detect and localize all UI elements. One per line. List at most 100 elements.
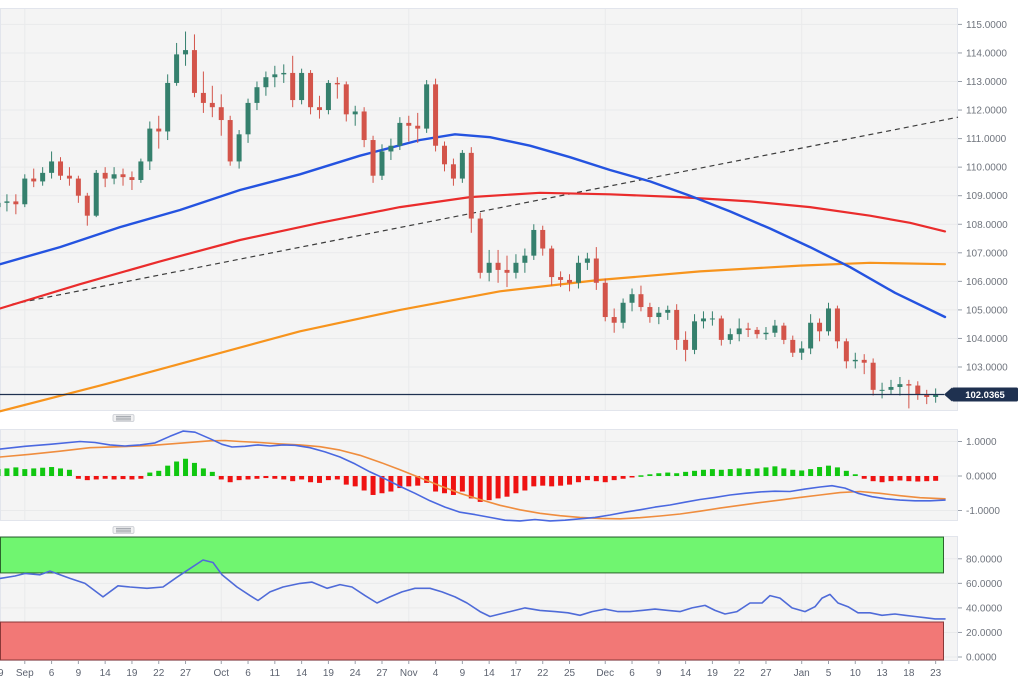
candle [727, 328, 733, 345]
date-axis-label: 19 [323, 668, 335, 679]
candle [218, 94, 224, 136]
candle [334, 77, 340, 99]
candle [316, 95, 322, 119]
candle [227, 115, 233, 166]
date-axis-label: 29 [0, 668, 4, 679]
candle [433, 78, 439, 152]
candle [254, 81, 260, 111]
candle [31, 168, 37, 188]
candle [852, 352, 858, 369]
candle [897, 376, 903, 396]
price-axis[interactable]: 115.0000 114.0000 113.0000 112.0000 111.0000… [958, 20, 1008, 664]
candle [120, 168, 126, 186]
panel-resize-handle[interactable] [112, 526, 135, 534]
candle [361, 107, 367, 148]
candle [522, 248, 528, 273]
candle [870, 358, 876, 396]
candle [620, 298, 626, 329]
candle [584, 252, 590, 270]
date-axis[interactable]: 29 Sep 6 9 14 19 22 27 Oct 6 11 14 19 24 27 Nov 4 9 14 17 22… [0, 661, 942, 679]
candle [495, 249, 501, 283]
candle [531, 224, 537, 260]
date-axis-label: Dec [596, 668, 614, 679]
price-axis-label: 60.0000 [966, 579, 1003, 590]
candle [22, 174, 28, 208]
trendline-dashed[interactable] [11, 116, 959, 305]
candle [102, 167, 108, 188]
candle [486, 249, 492, 282]
date-axis-label: 18 [903, 668, 915, 679]
price-axis-label: 112.0000 [966, 106, 1007, 117]
date-axis-label: Sep [16, 668, 34, 679]
candle [736, 318, 742, 342]
date-axis-label: 25 [564, 668, 576, 679]
date-axis-label: Jan [794, 668, 810, 679]
candle [700, 311, 706, 329]
candle [442, 141, 447, 172]
candle [915, 381, 921, 400]
candle [111, 167, 117, 185]
candle [245, 98, 251, 143]
date-axis-label: 14 [296, 668, 308, 679]
date-axis-label: 6 [49, 668, 55, 679]
price-axis-label: 103.0000 [966, 363, 1008, 374]
candle [147, 121, 153, 171]
candle [156, 115, 162, 149]
date-axis-label: 13 [877, 668, 889, 679]
candle [843, 338, 849, 369]
panel-resize-handle[interactable] [112, 414, 135, 422]
oscillator-zones[interactable] [0, 536, 944, 661]
candle [66, 167, 72, 186]
candle [200, 71, 206, 113]
candle [4, 194, 10, 212]
candle [84, 192, 90, 226]
candle [406, 115, 412, 142]
candle [183, 31, 189, 66]
candle [718, 315, 724, 346]
candle [933, 388, 939, 403]
date-axis-label: 9 [656, 668, 662, 679]
date-axis-label: 27 [376, 668, 388, 679]
candle [424, 80, 430, 133]
date-axis-label: 6 [245, 668, 251, 679]
candle [674, 304, 680, 350]
candle [879, 382, 885, 399]
candle [58, 157, 64, 180]
date-axis-label: 11 [270, 668, 281, 679]
candle [40, 167, 46, 186]
candle [593, 247, 599, 290]
date-axis-label: 10 [850, 668, 862, 679]
date-axis-label: 27 [180, 668, 192, 679]
date-axis-label: 9 [460, 668, 466, 679]
candle [647, 302, 653, 323]
candle [75, 175, 81, 203]
candle [468, 147, 474, 233]
price-axis-label: 1.0000 [966, 437, 997, 448]
candle [272, 65, 278, 88]
candle [343, 81, 349, 122]
candle [191, 34, 197, 98]
candle [567, 274, 573, 292]
candle [281, 64, 287, 83]
candle [138, 158, 144, 183]
price-axis-label: -1.0000 [966, 506, 1000, 517]
price-axis-label: 107.0000 [966, 248, 1008, 259]
oversold-zone [0, 621, 944, 661]
candle [165, 74, 171, 141]
date-axis-label: 5 [826, 668, 832, 679]
price-axis-label: 20.0000 [966, 628, 1003, 639]
date-axis-label: 22 [153, 668, 165, 679]
candle [549, 245, 555, 286]
candle [174, 42, 180, 86]
candle [763, 327, 769, 340]
candle [370, 135, 376, 183]
candle [772, 319, 778, 338]
candle [825, 302, 831, 336]
overbought-zone [0, 536, 944, 574]
date-axis-label: 9 [76, 668, 82, 679]
candle [129, 171, 135, 190]
candle [0, 202, 1, 208]
date-axis-label: 19 [126, 668, 138, 679]
